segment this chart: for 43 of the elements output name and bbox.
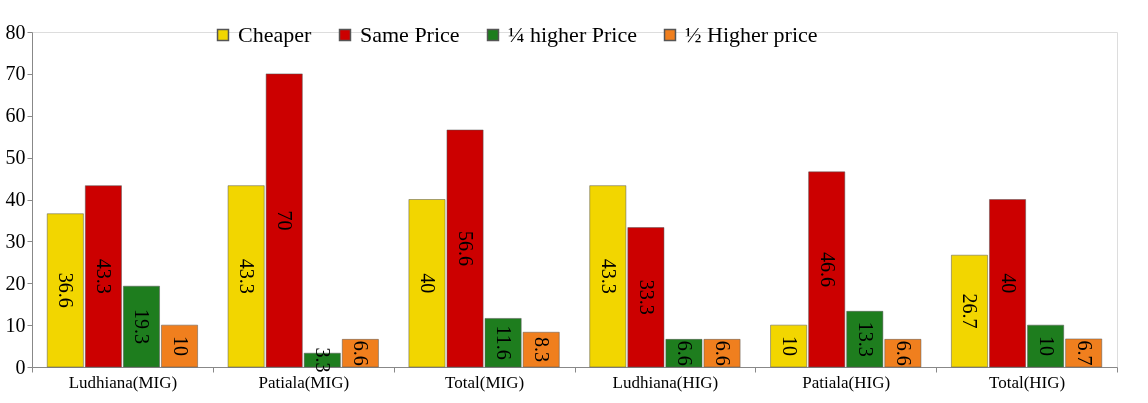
x-tick-label: Total(HIG) — [988, 372, 1066, 392]
data-label: 43.3 — [236, 258, 259, 294]
legend-label: ½ Higher price — [685, 22, 818, 47]
data-label: 36.6 — [55, 272, 78, 308]
data-label: 43.3 — [597, 258, 620, 294]
data-label: 10 — [1035, 336, 1058, 357]
legend-label: Same Price — [360, 22, 460, 47]
data-label: 3.3 — [312, 347, 335, 373]
data-label: 6.6 — [673, 340, 696, 366]
data-label: 40 — [997, 273, 1020, 294]
y-tick-label: 50 — [5, 146, 26, 169]
x-tick-label: Patiala(HIG) — [802, 372, 891, 392]
data-label: 40 — [416, 273, 439, 294]
data-label: 70 — [274, 210, 297, 231]
data-label: 6.6 — [712, 340, 735, 366]
x-tick-label: Ludhiana(MIG) — [68, 372, 178, 392]
data-label: 43.3 — [93, 258, 116, 294]
y-tick-label: 20 — [5, 271, 26, 294]
data-label: 56.6 — [455, 230, 478, 266]
y-tick-label: 70 — [5, 62, 26, 85]
data-label: 10 — [169, 336, 192, 357]
y-tick-label: 0 — [15, 355, 26, 378]
data-label: 33.3 — [635, 279, 658, 315]
legend-label: Cheaper — [238, 22, 312, 47]
x-tick-label: Patiala(MIG) — [258, 372, 350, 392]
y-tick-label: 40 — [5, 188, 26, 210]
data-label: 46.6 — [816, 251, 839, 287]
data-label: 26.7 — [959, 293, 982, 329]
x-tick-label: Ludhiana(HIG) — [612, 372, 719, 392]
data-label: 8.3 — [531, 337, 554, 363]
y-tick-label: 80 — [5, 20, 26, 43]
data-label: 13.3 — [854, 321, 877, 357]
data-label: 10 — [778, 336, 801, 357]
data-label: 6.7 — [1073, 340, 1096, 366]
y-tick-label: 30 — [5, 229, 26, 252]
y-tick-label: 60 — [5, 104, 26, 127]
data-label: 11.6 — [493, 325, 516, 360]
data-label: 6.6 — [350, 340, 373, 366]
legend-label: ¼ higher Price — [508, 22, 637, 47]
data-label: 6.6 — [892, 340, 915, 366]
y-tick-label: 10 — [5, 313, 26, 336]
x-tick-label: Total(MIG) — [445, 372, 525, 392]
data-label: 19.3 — [131, 309, 154, 345]
